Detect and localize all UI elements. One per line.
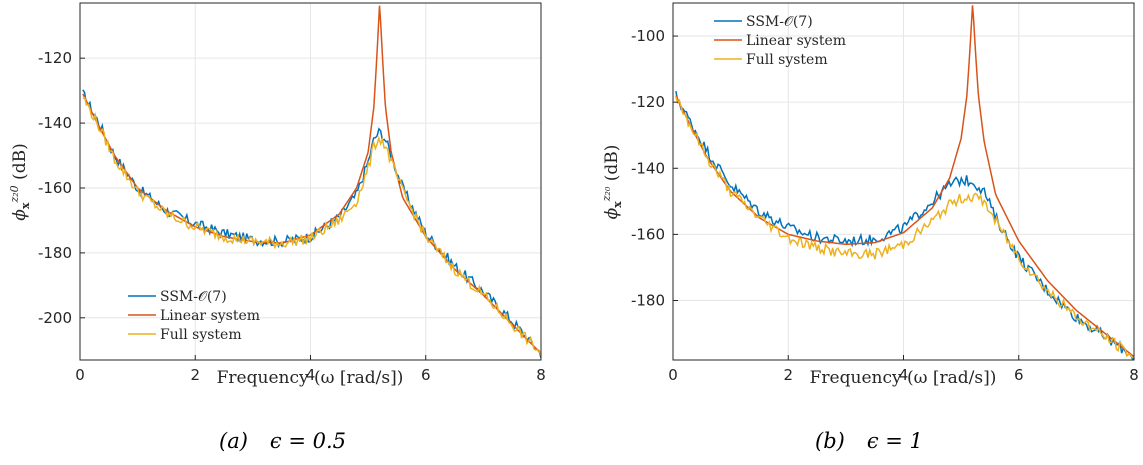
x-axis-label: Frequency (ω [rad/s]) bbox=[217, 368, 404, 388]
x-axis-label: Frequency (ω [rad/s]) bbox=[810, 368, 997, 388]
y-axis-label: ϕxz₂₀ (dB) bbox=[600, 145, 624, 220]
y-tick-label: -100 bbox=[631, 27, 665, 45]
legend-label: Linear system bbox=[746, 33, 846, 49]
y-tick-label: -160 bbox=[631, 225, 665, 243]
x-tick-label: 8 bbox=[536, 366, 546, 384]
series-line-full bbox=[675, 96, 1134, 359]
y-tick-label: -180 bbox=[38, 244, 72, 262]
svg-text:ϕxz₂0 (dB): ϕxz₂0 (dB) bbox=[8, 143, 32, 220]
x-tick-label: 6 bbox=[1014, 366, 1024, 384]
legend-label: Full system bbox=[160, 327, 242, 343]
legend-label: Linear system bbox=[160, 308, 260, 324]
legend-label: SSM-𝒪(7) bbox=[746, 14, 813, 30]
caption-b: (b) ϵ = 1 bbox=[815, 429, 923, 453]
y-tick-label: -120 bbox=[631, 93, 665, 111]
x-tick-label: 4 bbox=[306, 366, 316, 384]
y-tick-label: -180 bbox=[631, 292, 665, 310]
y-tick-label: -140 bbox=[631, 159, 665, 177]
ticks: 0 2 4 6 8 -100 -120 -140 -160 -180 bbox=[631, 27, 1139, 384]
legend-label: SSM-𝒪(7) bbox=[160, 289, 227, 305]
legend: SSM-𝒪(7) Linear system Full system bbox=[128, 289, 260, 343]
caption-a: (a) ϵ = 0.5 bbox=[219, 429, 346, 453]
series-group bbox=[82, 5, 541, 359]
x-tick-label: 0 bbox=[668, 366, 678, 384]
y-axis-label: ϕxz₂0 (dB) bbox=[8, 143, 32, 220]
y-tick-label: -160 bbox=[38, 179, 72, 197]
x-tick-label: 6 bbox=[421, 366, 431, 384]
y-tick-label: -200 bbox=[38, 309, 72, 327]
series-line-full bbox=[82, 96, 541, 356]
y-tick-label: -140 bbox=[38, 114, 72, 132]
x-tick-label: 0 bbox=[75, 366, 85, 384]
x-tick-label: 8 bbox=[1129, 366, 1139, 384]
x-tick-label: 4 bbox=[899, 366, 909, 384]
svg-text:ϕxz₂₀ (dB): ϕxz₂₀ (dB) bbox=[600, 145, 624, 220]
legend-label: Full system bbox=[746, 52, 828, 68]
panel-a: 0 2 4 6 8 -120 -140 -160 -180 -200 Frequency (ω [… bbox=[8, 2, 546, 453]
x-tick-label: 2 bbox=[783, 366, 793, 384]
y-tick-label: -120 bbox=[38, 49, 72, 67]
x-tick-label: 2 bbox=[190, 366, 200, 384]
series-line-ssm bbox=[82, 89, 541, 359]
grid bbox=[80, 3, 541, 360]
series-line-ssm bbox=[675, 91, 1134, 360]
legend: SSM-𝒪(7) Linear system Full system bbox=[714, 14, 846, 68]
ticks: 0 2 4 6 8 -120 -140 -160 -180 -200 bbox=[38, 49, 546, 384]
panel-b: 0 2 4 6 8 -100 -120 -140 -160 -180 Frequency (ω [… bbox=[600, 2, 1139, 453]
series-group bbox=[675, 5, 1134, 360]
